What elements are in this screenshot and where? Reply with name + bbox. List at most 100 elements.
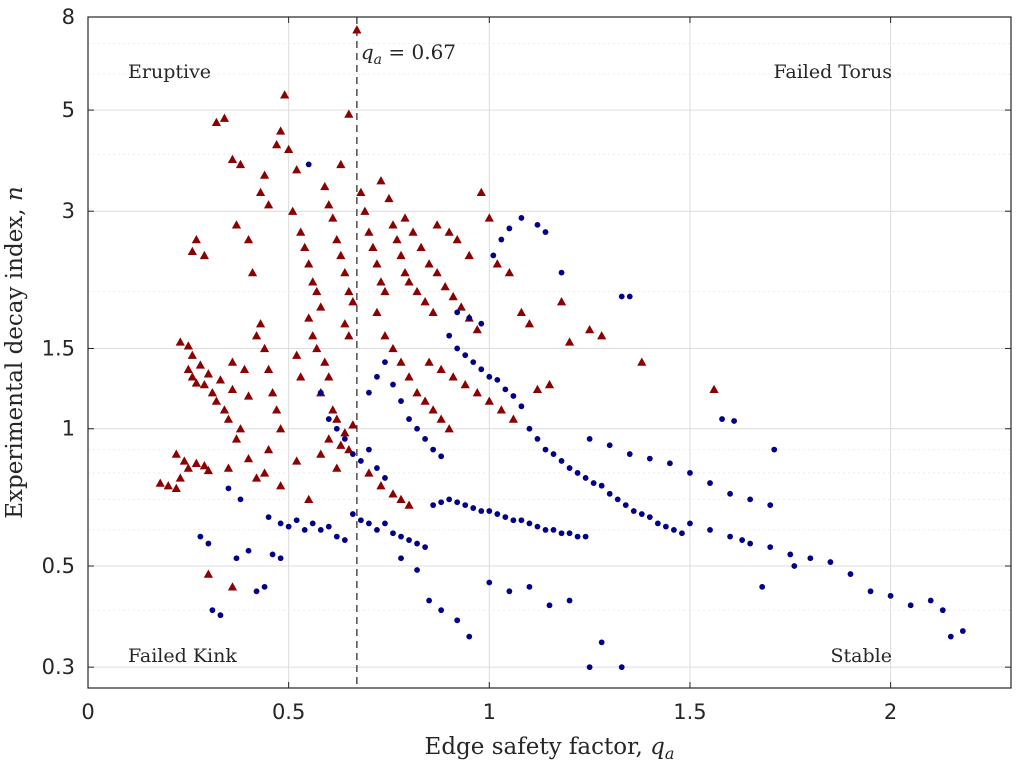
eruptive-point (344, 331, 354, 340)
stable-point (209, 607, 216, 614)
eruptive-point (235, 424, 246, 433)
eruptive-point (344, 445, 354, 454)
stable-point (414, 540, 420, 547)
eruptive-point (340, 428, 350, 437)
stable-point (679, 530, 685, 537)
eruptive-point (191, 378, 201, 387)
eruptive-point (324, 200, 334, 209)
x-label-symbol: q (650, 734, 665, 760)
stable-point (671, 526, 677, 533)
stable-point (374, 373, 380, 380)
stable-point (518, 215, 525, 221)
eruptive-point (448, 372, 458, 381)
stable-point (558, 458, 565, 464)
eruptive-point (183, 341, 193, 350)
stable-point (526, 583, 533, 590)
eruptive-point (263, 200, 274, 209)
eruptive-point (272, 139, 282, 149)
eruptive-point (516, 307, 527, 317)
eruptive-point (412, 286, 422, 296)
stable-point (574, 533, 581, 540)
stable-point (325, 523, 332, 530)
stable-point (486, 579, 493, 586)
stable-point (454, 499, 461, 506)
stable-point (277, 520, 284, 527)
eruptive-point (496, 405, 506, 414)
stable-point (374, 465, 380, 471)
stable-point (333, 533, 340, 540)
stable-point (233, 555, 240, 562)
stable-point (462, 502, 469, 509)
eruptive-point (348, 297, 358, 306)
eruptive-point (396, 357, 406, 366)
y-label-symbol: n (2, 186, 28, 201)
eruptive-point (300, 242, 310, 251)
stable-point (586, 664, 593, 671)
eruptive-point (372, 259, 382, 268)
eruptive-point (243, 234, 254, 244)
y-tick-label: 1 (62, 417, 75, 441)
x-label-subscript: a (665, 744, 675, 763)
plot-area (87, 16, 1012, 689)
stable-point (502, 514, 509, 521)
eruptive-point (312, 286, 322, 296)
stable-point (494, 376, 501, 383)
eruptive-point (585, 324, 595, 334)
eruptive-point (360, 206, 370, 215)
data-points (155, 25, 966, 671)
stable-point (606, 442, 613, 449)
stable-point (907, 602, 914, 609)
eruptive-point (464, 250, 474, 260)
eruptive-point (400, 213, 410, 222)
eruptive-point (436, 364, 446, 374)
eruptive-point (292, 456, 302, 465)
eruptive-point (255, 187, 266, 197)
region-label-failed-torus: Failed Torus (773, 61, 892, 83)
eruptive-point (400, 268, 410, 277)
eruptive-point (544, 379, 555, 389)
stable-point (767, 544, 774, 551)
eruptive-point (175, 337, 185, 346)
eruptive-point (384, 193, 394, 203)
eruptive-point (288, 206, 298, 215)
eruptive-point (191, 234, 201, 244)
eruptive-point (448, 291, 458, 301)
stable-point (265, 514, 272, 521)
x-tick-label: 1 (483, 700, 496, 724)
stable-point (586, 435, 593, 442)
y-tick-label: 1.5 (42, 336, 75, 360)
eruptive-point (356, 187, 366, 197)
stable-point (237, 496, 244, 503)
eruptive-point (171, 449, 181, 458)
eruptive-point (597, 331, 607, 340)
stable-point (574, 470, 581, 476)
eruptive-point (179, 456, 189, 465)
stable-point (534, 221, 541, 228)
stable-point (626, 293, 633, 300)
eruptive-point (376, 481, 386, 490)
eruptive-point (219, 113, 230, 122)
eruptive-point (444, 227, 454, 236)
stable-point (430, 446, 437, 453)
eruptive-point (243, 454, 254, 463)
eruptive-point (404, 372, 414, 381)
stable-point (414, 425, 420, 432)
stable-point (518, 517, 525, 524)
stable-point (205, 540, 212, 547)
stable-point (454, 309, 461, 316)
eruptive-point (247, 268, 258, 277)
eruptive-point (320, 181, 330, 191)
stable-point (374, 526, 380, 533)
eruptive-point (348, 420, 358, 429)
stable-point (285, 523, 292, 530)
eruptive-point (336, 250, 346, 260)
y-tick-label: 0.5 (42, 554, 75, 578)
eruptive-point (268, 388, 278, 397)
eruptive-point (412, 388, 422, 397)
y-label-text: Experimental decay index, (2, 201, 28, 519)
stable-point (430, 502, 437, 509)
eruptive-point (227, 357, 238, 366)
stable-point (390, 530, 396, 537)
stable-point (446, 496, 453, 503)
